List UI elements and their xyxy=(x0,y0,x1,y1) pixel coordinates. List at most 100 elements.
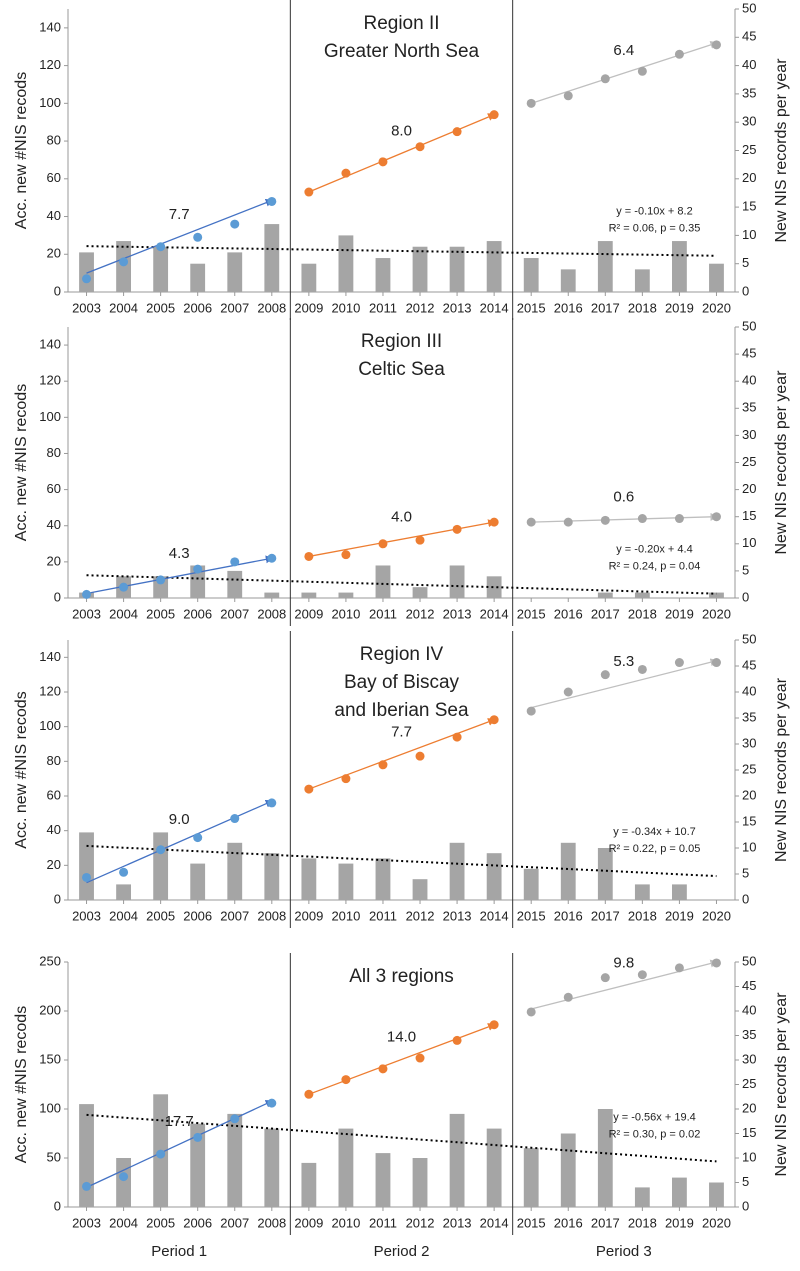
bar xyxy=(301,1162,317,1207)
regression-equation: y = -0.10x + 8.2 xyxy=(616,206,692,218)
slope-label: 4.3 xyxy=(169,545,190,562)
y2-tick-label: 25 xyxy=(742,761,756,776)
x-tick-label: 2006 xyxy=(183,300,212,315)
x-tick-label: 2010 xyxy=(331,1215,360,1230)
y2-tick-label: 45 xyxy=(742,978,756,993)
data-point xyxy=(341,168,351,178)
y2-tick-label: 20 xyxy=(742,787,756,802)
chart-title: Region II xyxy=(363,13,439,34)
bar xyxy=(375,258,391,292)
y-tick-label: 120 xyxy=(39,373,61,388)
data-point xyxy=(452,1035,462,1045)
trend-line xyxy=(530,41,719,104)
data-point xyxy=(526,98,536,108)
y-axis-label: Acc. new #NIS recods xyxy=(13,691,30,848)
bar xyxy=(709,1182,724,1207)
trend-line xyxy=(308,519,497,558)
x-tick-label: 2017 xyxy=(591,300,620,315)
x-tick-label: 2011 xyxy=(369,1215,397,1230)
bar xyxy=(338,592,354,598)
x-tick-label: 2005 xyxy=(146,908,175,923)
chart-title: Region IV xyxy=(360,644,444,665)
y-tick-label: 120 xyxy=(39,57,61,72)
y2-tick-label: 0 xyxy=(742,283,749,298)
bar xyxy=(338,235,354,292)
regression-equation: R² = 0.30, p = 0.02 xyxy=(609,1128,701,1140)
x-tick-label: 2018 xyxy=(628,908,657,923)
trend-line xyxy=(531,959,719,1010)
x-tick-label: 2011 xyxy=(369,300,397,315)
slope-label: 17.7 xyxy=(165,1113,194,1130)
y2-axis-label: New NIS records per year xyxy=(773,58,790,243)
y-tick-label: 0 xyxy=(54,891,61,906)
x-tick-label: 2005 xyxy=(146,300,175,315)
bar xyxy=(375,858,391,900)
bar xyxy=(338,1128,354,1207)
data-point xyxy=(341,774,351,784)
x-tick-label: 2016 xyxy=(554,300,583,315)
bar xyxy=(338,863,354,900)
data-point xyxy=(82,589,92,599)
y2-tick-label: 35 xyxy=(742,1027,756,1042)
bar xyxy=(116,884,131,900)
slope-label: 9.0 xyxy=(169,811,190,828)
x-tick-label: 2005 xyxy=(146,606,175,621)
regression-line xyxy=(86,245,717,257)
bar xyxy=(227,252,243,292)
regression-line xyxy=(86,844,717,878)
x-tick-label: 2007 xyxy=(220,1215,249,1230)
bar xyxy=(301,263,317,292)
bar xyxy=(523,258,539,292)
y2-tick-label: 5 xyxy=(742,865,749,880)
x-tick-label: 2014 xyxy=(480,300,509,315)
data-point xyxy=(267,1098,277,1108)
data-point xyxy=(563,687,573,697)
bar xyxy=(597,848,613,900)
y2-tick-label: 50 xyxy=(742,0,756,15)
y2-tick-label: 30 xyxy=(742,114,756,129)
y-axis-label: Acc. new #NIS recods xyxy=(13,72,30,229)
x-tick-label: 2017 xyxy=(591,606,620,621)
x-tick-label: 2010 xyxy=(331,606,360,621)
data-point xyxy=(674,49,684,59)
bar xyxy=(116,241,131,292)
slope-label: 7.7 xyxy=(169,206,190,223)
y2-tick-label: 15 xyxy=(742,508,756,523)
y2-tick-label: 5 xyxy=(742,562,749,577)
x-tick-label: 2006 xyxy=(183,1215,212,1230)
x-tick-label: 2012 xyxy=(406,300,435,315)
data-point xyxy=(230,814,240,824)
data-point xyxy=(637,514,647,524)
bar xyxy=(153,246,169,292)
data-point xyxy=(119,582,129,592)
trend-line xyxy=(308,113,496,193)
x-tick-label: 2017 xyxy=(591,1215,620,1230)
x-tick-label: 2019 xyxy=(665,908,694,923)
x-tick-label: 2011 xyxy=(369,908,397,923)
data-point xyxy=(193,232,203,242)
regression-line xyxy=(86,1113,717,1163)
y-tick-label: 60 xyxy=(47,170,61,185)
bar xyxy=(301,592,317,598)
x-tick-label: 2006 xyxy=(183,606,212,621)
bar xyxy=(486,241,502,292)
data-point xyxy=(378,1064,388,1074)
period-label: Period 1 xyxy=(151,1243,207,1260)
data-point xyxy=(156,242,166,252)
regression-equation: y = -0.56x + 19.4 xyxy=(613,1111,696,1123)
data-point xyxy=(119,1172,129,1182)
x-tick-label: 2015 xyxy=(517,606,546,621)
x-tick-label: 2014 xyxy=(480,606,509,621)
y-tick-label: 20 xyxy=(47,553,61,568)
x-tick-label: 2008 xyxy=(257,300,286,315)
bar xyxy=(672,1177,687,1207)
regression-equation: R² = 0.24, p = 0.04 xyxy=(609,561,701,573)
y-tick-label: 200 xyxy=(39,1002,61,1017)
data-point xyxy=(526,517,536,527)
y2-tick-label: 25 xyxy=(742,142,756,157)
x-tick-label: 2013 xyxy=(443,300,472,315)
data-point xyxy=(82,1181,92,1191)
data-point xyxy=(156,845,166,855)
y2-tick-label: 35 xyxy=(742,85,756,100)
chart-title: Bay of Biscay xyxy=(344,672,460,693)
